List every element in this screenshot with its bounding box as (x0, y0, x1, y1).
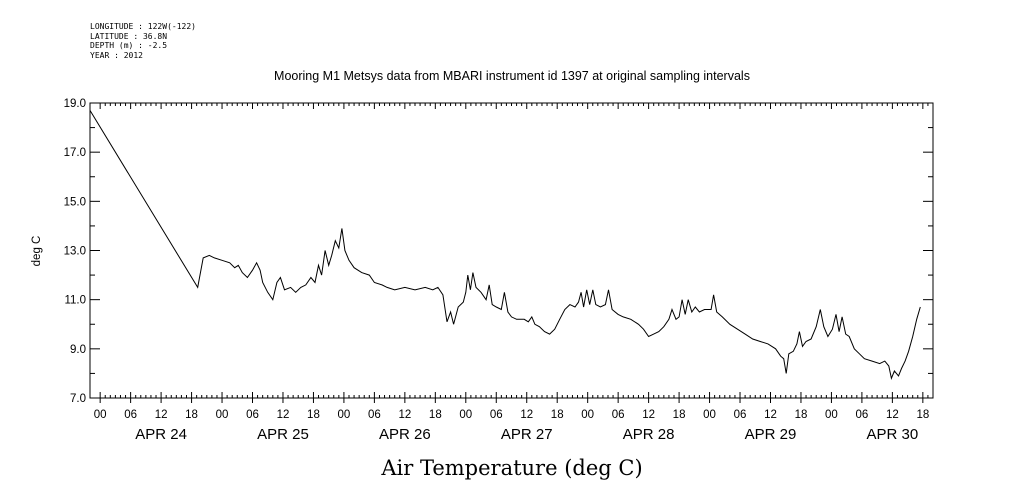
x-tick-label: 12 (277, 409, 290, 421)
x-tick-label: 00 (825, 409, 838, 421)
x-tick-label: 06 (734, 409, 747, 421)
x-tick-label: 06 (490, 409, 503, 421)
y-tick-label: 9.0 (70, 344, 86, 356)
y-tick-label: 11.0 (64, 295, 86, 307)
x-tick-label: 12 (520, 409, 533, 421)
x-day-label: APR 25 (257, 426, 309, 443)
x-tick-label: 18 (185, 409, 198, 421)
x-tick-label: 18 (551, 409, 564, 421)
x-tick-labels: 00 06 12 18 00 06 12 18 00 06 12 18 00 06 12 18 00 06 12 18… (94, 409, 929, 421)
y-tick-label: 13.0 (64, 246, 86, 258)
chart-title: Mooring M1 Metsys data from MBARI instru… (274, 69, 750, 83)
plot-frame (89, 102, 934, 399)
x-tick-label: 00 (703, 409, 716, 421)
x-day-label: APR 30 (867, 426, 919, 443)
x-day-label: APR 27 (501, 426, 553, 443)
x-day-labels: APR 24 APR 25 APR 26 APR 27 APR 28 APR 29 APR … (135, 426, 918, 443)
x-tick-label: 18 (307, 409, 320, 421)
x-tick-label: 12 (642, 409, 655, 421)
x-tick-label: 12 (398, 409, 411, 421)
x-tick-label: 00 (338, 409, 351, 421)
year-label: YEAR : 2012 (90, 50, 143, 60)
x-tick-label: 06 (856, 409, 869, 421)
metadata-block: LONGITUDE : 122W(-122) LATITUDE : 36.8N … (90, 22, 196, 60)
y-tick-label: 7.0 (70, 393, 86, 405)
x-tick-label: 12 (155, 409, 168, 421)
axis-ticks (90, 102, 934, 403)
x-day-label: APR 28 (623, 426, 675, 443)
x-day-label: APR 26 (379, 426, 431, 443)
depth-label: DEPTH (m) : -2.5 (90, 41, 168, 50)
longitude-label: LONGITUDE : 122W(-122) (90, 22, 196, 31)
x-tick-label: 18 (916, 409, 929, 421)
x-tick-label: 12 (764, 409, 777, 421)
y-tick-label: 15.0 (64, 196, 86, 208)
x-tick-label: 00 (216, 409, 229, 421)
x-tick-label: 06 (124, 409, 137, 421)
x-tick-label: 12 (886, 409, 899, 421)
x-tick-label: 00 (94, 409, 107, 421)
chart-caption: Air Temperature (deg C) (380, 456, 642, 480)
x-tick-label: 00 (581, 409, 594, 421)
y-tick-labels: 7.0 9.0 11.0 13.0 15.0 17.0 19.0 (64, 98, 86, 405)
x-tick-label: 06 (612, 409, 625, 421)
x-tick-label: 18 (795, 409, 808, 421)
x-day-label: APR 29 (745, 426, 797, 443)
y-axis-label: deg C (31, 236, 43, 267)
x-day-label: APR 24 (135, 426, 187, 443)
y-tick-label: 19.0 (64, 98, 86, 110)
x-tick-label: 00 (459, 409, 472, 421)
latitude-label: LATITUDE : 36.8N (90, 31, 168, 41)
x-tick-label: 18 (429, 409, 442, 421)
x-tick-label: 18 (673, 409, 686, 421)
temperature-line (89, 110, 921, 380)
x-tick-label: 06 (246, 409, 259, 421)
y-tick-label: 17.0 (64, 147, 86, 159)
x-tick-label: 06 (368, 409, 381, 421)
